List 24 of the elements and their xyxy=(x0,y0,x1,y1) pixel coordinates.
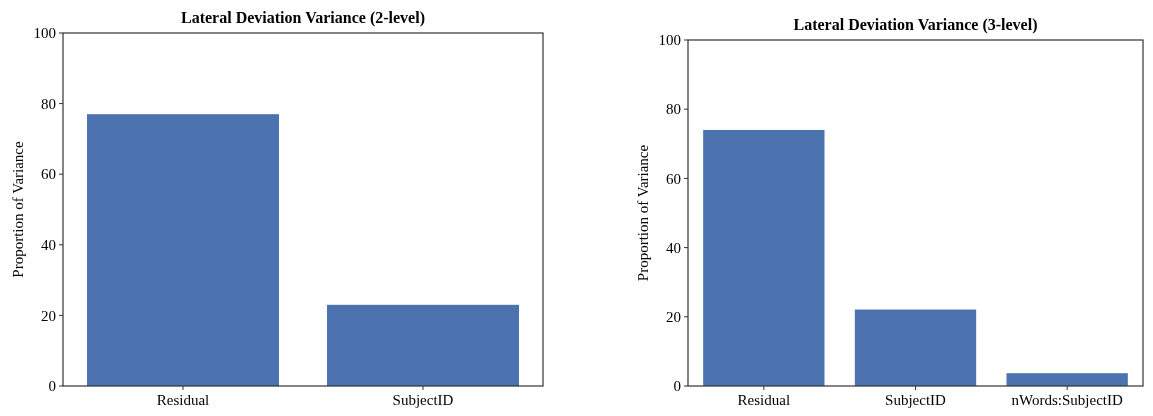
y-tick-label: 60 xyxy=(41,166,56,183)
bar xyxy=(854,309,977,386)
x-tick-label: SubjectID xyxy=(392,392,454,408)
y-axis-title: Proportion of Variance xyxy=(10,140,26,278)
bar xyxy=(703,129,825,386)
y-tick-label: 100 xyxy=(658,32,681,49)
chart-title: Lateral Deviation Variance (3-level) xyxy=(793,16,1038,34)
y-tick-label: 0 xyxy=(48,378,56,395)
y-tick-label: 20 xyxy=(666,309,681,326)
y-axis-title: Proportion of Variance xyxy=(635,144,651,282)
y-tick-label: 60 xyxy=(666,170,681,187)
x-tick-label: SubjectID xyxy=(885,392,947,408)
bar xyxy=(1006,373,1128,386)
y-tick-label: 80 xyxy=(41,95,56,112)
y-tick-label: 20 xyxy=(41,307,56,324)
x-tick-label: Residual xyxy=(156,392,210,408)
chart-title: Lateral Deviation Variance (2-level) xyxy=(181,9,425,27)
x-tick-label: nWords:SubjectID xyxy=(1011,392,1123,408)
y-tick-label: 40 xyxy=(666,239,681,256)
x-tick-label: Residual xyxy=(737,392,791,408)
y-tick-label: 80 xyxy=(666,101,681,118)
y-tick-label: 100 xyxy=(33,25,56,42)
y-tick-label: 40 xyxy=(41,237,56,254)
y-tick-label: 0 xyxy=(673,378,681,395)
